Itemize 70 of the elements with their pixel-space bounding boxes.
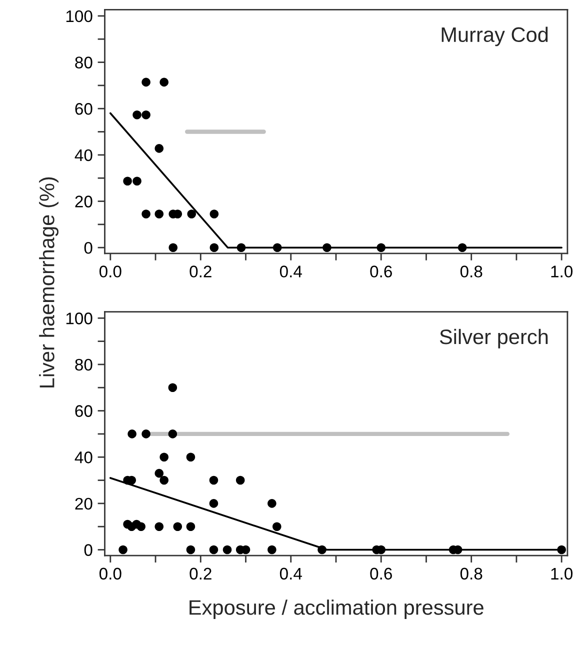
y-tick-label: 80	[75, 56, 92, 68]
y-tick-label: 0	[84, 544, 92, 556]
point	[118, 545, 128, 554]
y-tick-label: 40	[74, 149, 92, 162]
x-tick-label: 0.8	[460, 266, 482, 278]
point	[187, 210, 196, 218]
point	[154, 210, 164, 218]
x-tick-label: 0.4	[280, 568, 302, 580]
point	[173, 522, 182, 531]
point	[123, 176, 132, 186]
point	[210, 243, 219, 252]
x-tick-label: 0.6	[370, 266, 392, 278]
point	[168, 243, 178, 252]
x-tick-label: 0.2	[190, 568, 212, 580]
point	[132, 110, 142, 120]
point	[154, 144, 164, 153]
x-tick-label: 0.0	[99, 568, 122, 580]
point	[376, 243, 386, 252]
point	[142, 78, 150, 87]
point	[272, 522, 282, 531]
point	[458, 243, 467, 252]
x-axis-title: Exposure / acclimation pressure	[190, 600, 484, 619]
point	[272, 243, 282, 252]
y-tick-label: 80	[75, 358, 92, 371]
point	[154, 468, 164, 478]
point	[236, 476, 245, 485]
point	[318, 545, 326, 554]
point	[160, 78, 168, 87]
point	[136, 522, 146, 531]
y-tick-label: 20	[75, 498, 92, 510]
point	[186, 545, 196, 554]
x-tick-label: 0.0	[99, 266, 122, 278]
point	[268, 545, 276, 554]
point	[142, 430, 150, 438]
x-tick-label: 1.0	[551, 266, 573, 278]
y-tick-label: 20	[75, 196, 92, 208]
point	[209, 499, 218, 508]
point	[209, 545, 218, 554]
x-tick-label: 0.4	[280, 266, 302, 278]
point	[186, 522, 196, 531]
point	[160, 452, 168, 462]
y-tick-label: 60	[75, 405, 92, 417]
point	[168, 383, 178, 392]
point	[142, 110, 150, 120]
point	[154, 522, 164, 531]
y-tick-label: 100	[66, 312, 92, 324]
annotation: Murray Cod	[442, 26, 548, 46]
point	[168, 430, 178, 438]
x-tick-label: 0.6	[370, 568, 392, 580]
point	[186, 452, 196, 462]
y-tick-label: 60	[75, 103, 92, 115]
point	[268, 499, 276, 508]
point	[142, 210, 150, 218]
point	[132, 176, 142, 186]
point	[557, 545, 566, 554]
annotation: Silver perch	[440, 328, 548, 348]
x-tick-label: 0.2	[190, 266, 212, 278]
point	[160, 476, 168, 485]
y-tick-label: 100	[66, 10, 92, 22]
point	[210, 210, 219, 218]
x-tick-label: 0.8	[460, 568, 482, 580]
x-tick-label: 1.0	[551, 568, 573, 580]
y-tick-label: 0	[84, 242, 92, 254]
y-tick-label: 40	[74, 452, 92, 464]
y-axis-title: Liver haemorrhage (%)	[39, 177, 58, 388]
point	[209, 476, 218, 485]
point	[236, 243, 246, 252]
point	[128, 430, 136, 438]
point	[222, 545, 232, 554]
point	[322, 243, 332, 252]
